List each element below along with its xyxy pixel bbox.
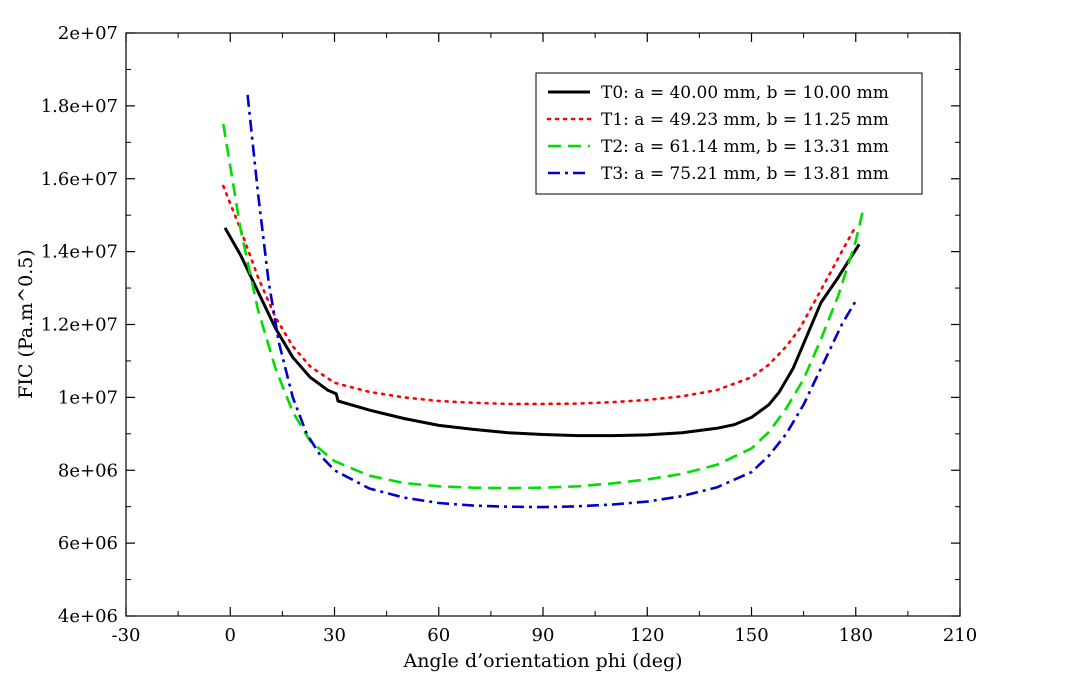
legend-label-t2: T2: a = 61.14 mm, b = 13.31 mm <box>601 137 889 157</box>
axis-tick-labels: -30 0 30 60 90 120 150 180 210 4e+06 6e+06 8e+06 1e+… <box>41 23 977 646</box>
legend-label-t0: T0: a = 40.00 mm, b = 10.00 mm <box>601 83 889 103</box>
series-line-t0 <box>223 227 861 438</box>
series-line-t1 <box>222 184 858 406</box>
x-tick-label: 150 <box>734 625 768 646</box>
x-tick-label: 180 <box>839 625 873 646</box>
x-axis-title: Angle d’orientation phi (deg) <box>402 650 682 672</box>
series-group <box>222 94 864 509</box>
y-tick-label: 1.6e+07 <box>41 169 118 190</box>
y-tick-label: 1.8e+07 <box>41 96 118 117</box>
x-tick-label: 120 <box>630 625 664 646</box>
legend-label-t1: T1: a = 49.23 mm, b = 11.25 mm <box>601 110 889 130</box>
y-axis-title: FIC (Pa.m^0.5) <box>15 249 37 399</box>
series-line-t3 <box>246 94 857 509</box>
x-tick-label: 30 <box>323 625 346 646</box>
x-tick-label: 90 <box>532 625 555 646</box>
x-tick-label: 60 <box>427 625 450 646</box>
y-tick-label: 8e+06 <box>58 460 118 481</box>
y-tick-label: 1.4e+07 <box>41 242 118 263</box>
y-tick-label: 1.2e+07 <box>41 315 118 336</box>
legend-box <box>535 72 923 195</box>
series-line-t2 <box>222 123 864 490</box>
x-tick-label: -30 <box>112 625 141 646</box>
y-tick-label: 4e+06 <box>58 606 118 627</box>
y-tick-label: 2e+07 <box>58 23 118 44</box>
y-tick-label: 1e+07 <box>58 387 118 408</box>
y-tick-label: 6e+06 <box>58 533 118 554</box>
legend-label-t3: T3: a = 75.21 mm, b = 13.81 mm <box>601 164 889 184</box>
x-tick-label: 210 <box>943 625 977 646</box>
axis-ticks <box>125 32 961 617</box>
x-tick-label: 0 <box>225 625 236 646</box>
legend: T0: a = 40.00 mm, b = 10.00 mm T1: a = 49… <box>535 72 923 195</box>
